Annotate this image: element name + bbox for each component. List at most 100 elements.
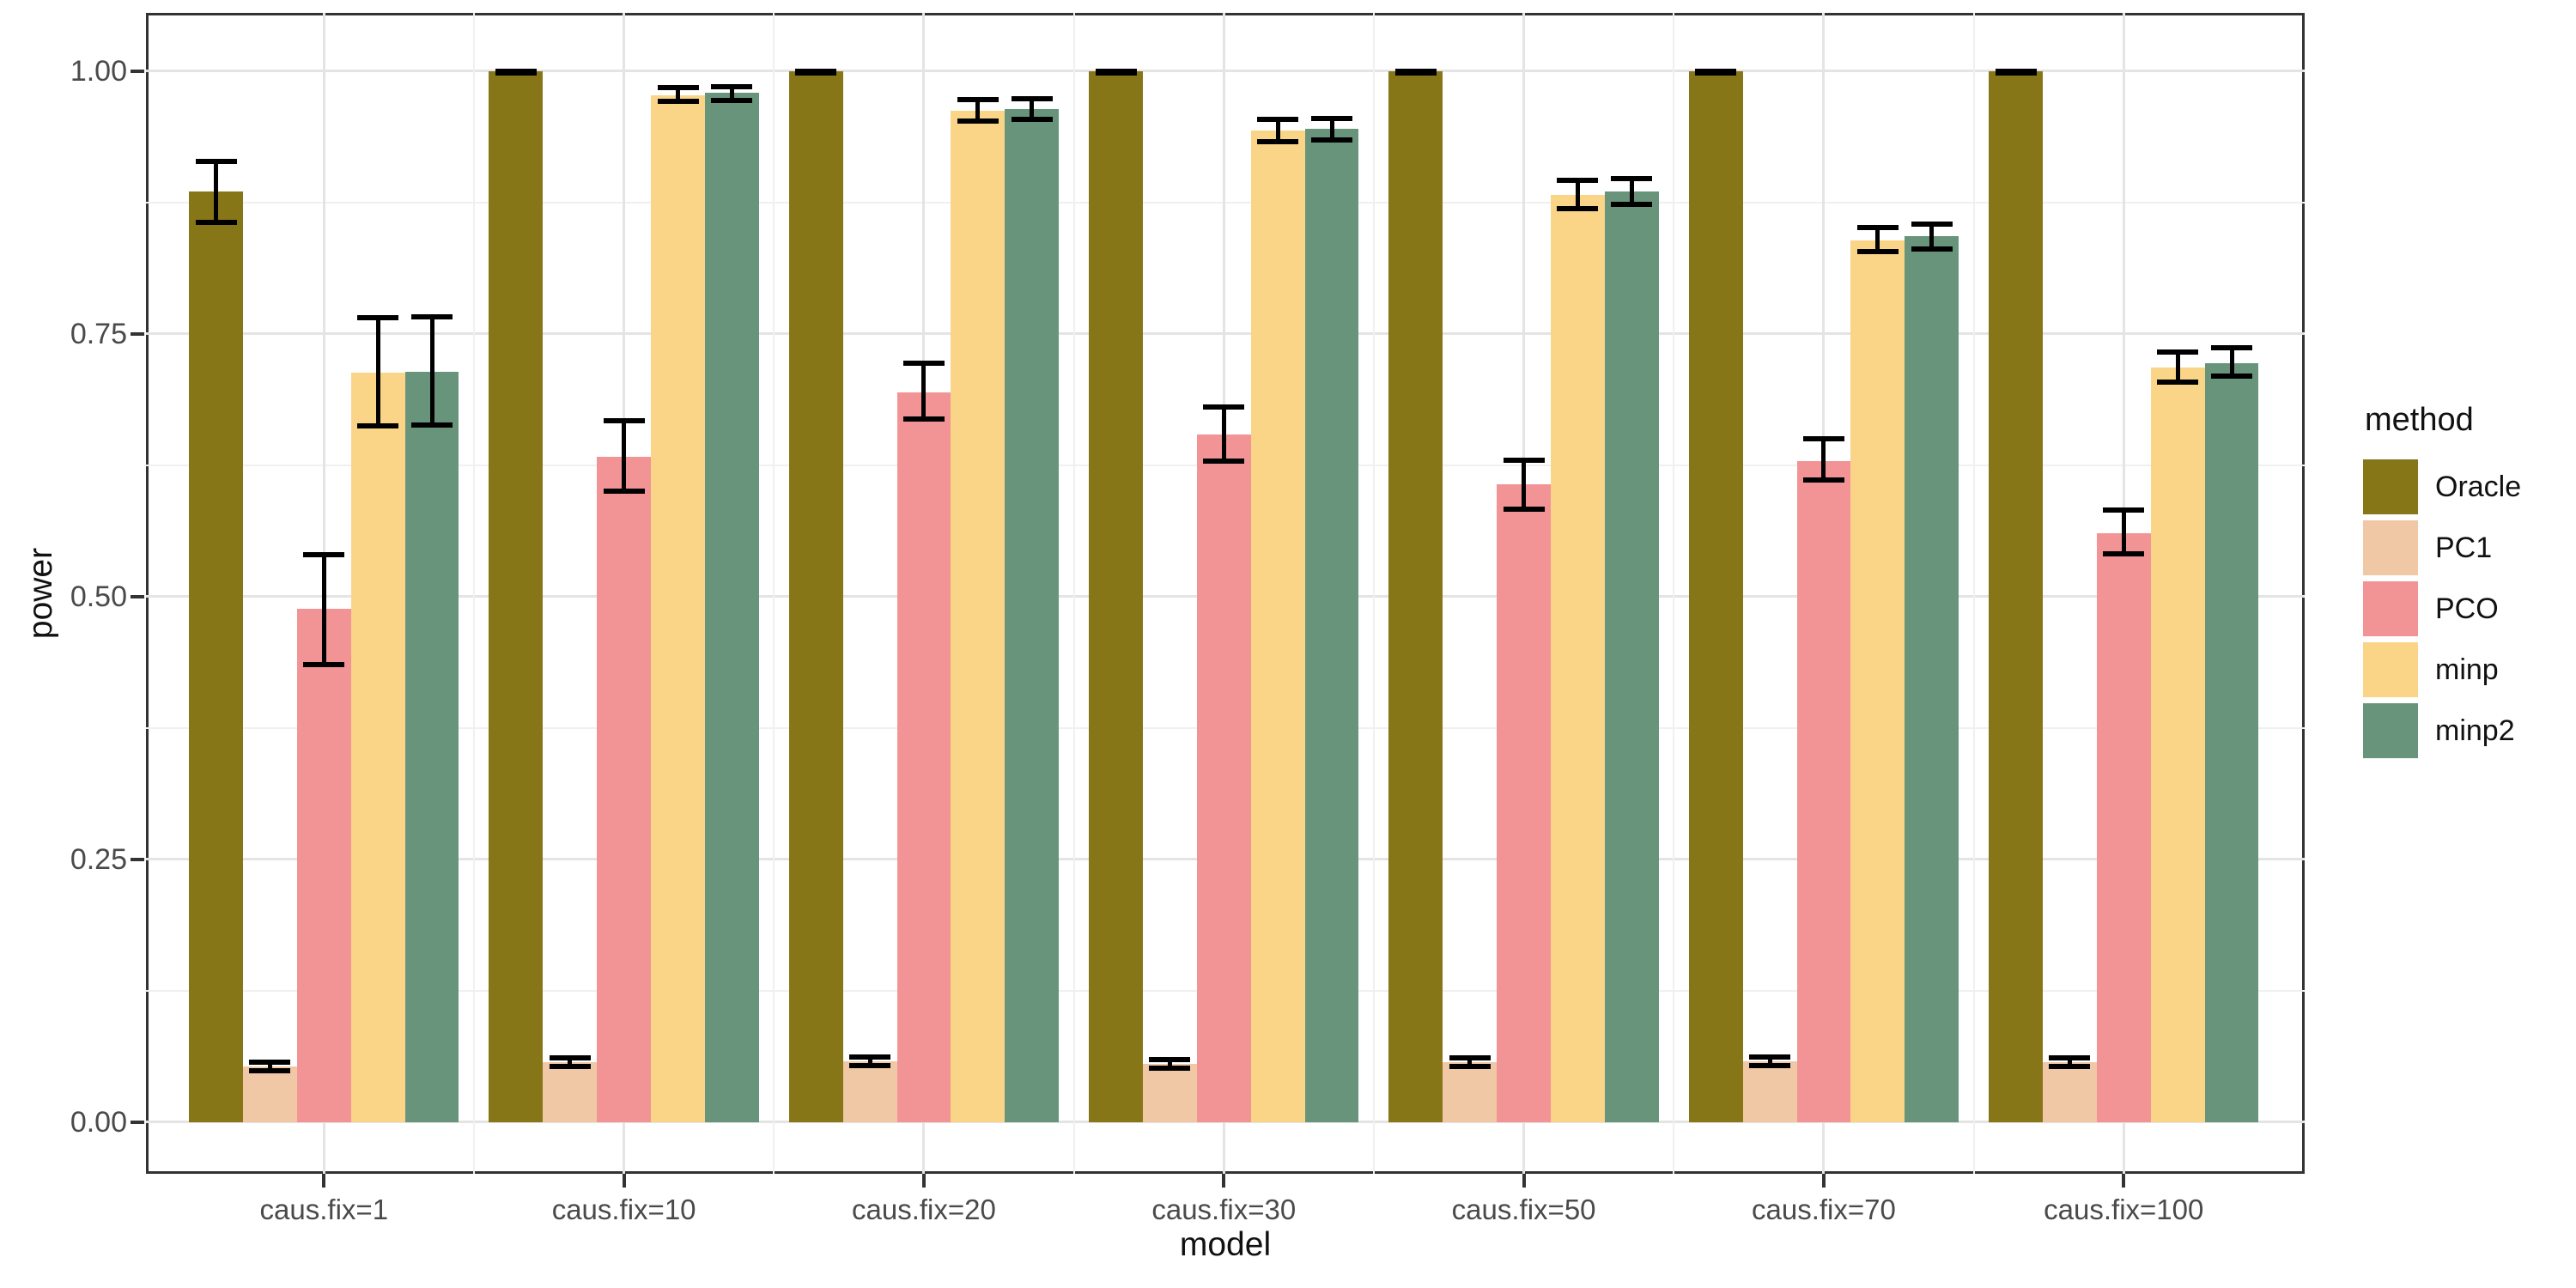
error-bar-stem xyxy=(867,1056,872,1066)
y-tick-label: 0.00 xyxy=(70,1105,127,1139)
error-bar-stem xyxy=(267,1061,272,1071)
error-bar-cap-bottom xyxy=(549,1063,591,1069)
error-bar-cap-top xyxy=(1149,1057,1191,1063)
legend-label: PCO xyxy=(2435,592,2499,625)
x-axis-title: model xyxy=(1179,1226,1272,1263)
error-bar-cap-top xyxy=(957,96,999,102)
error-bar-cap-top xyxy=(195,158,237,164)
error-bar-cap-top xyxy=(303,551,345,557)
error-bar-cap-bottom xyxy=(1557,206,1599,212)
bar-Oracle-caus.fix=30 xyxy=(1089,70,1143,1122)
x-tick-mark xyxy=(921,1174,926,1188)
legend-swatch-minp xyxy=(2363,642,2418,697)
error-bar-stem xyxy=(1167,1060,1172,1069)
error-bar-cap-top xyxy=(411,314,453,320)
bar-minp2-caus.fix=20 xyxy=(1005,108,1060,1122)
error-bar-cap-bottom xyxy=(2211,373,2253,379)
error-bar-cap-bottom xyxy=(957,118,999,125)
x-tick-mark xyxy=(622,1174,626,1188)
error-bar-cap-bottom xyxy=(902,416,945,422)
y-tick-label: 0.50 xyxy=(70,580,127,613)
error-bar-stem xyxy=(1629,178,1634,205)
bar-minp-caus.fix=1 xyxy=(350,372,405,1122)
legend-swatch-PCO xyxy=(2363,581,2418,636)
minor-gridline-v xyxy=(1673,13,1675,1174)
error-bar-cap-top xyxy=(2211,344,2253,350)
bar-minp-caus.fix=70 xyxy=(1850,240,1905,1122)
error-bar-stem xyxy=(375,318,380,427)
bar-minp-caus.fix=20 xyxy=(951,111,1005,1122)
error-bar-stem xyxy=(429,317,434,426)
bar-PC1-caus.fix=1 xyxy=(242,1066,297,1122)
minor-gridline-v xyxy=(1072,13,1075,1174)
error-bar-cap-bottom xyxy=(1995,70,2037,76)
legend-label: Oracle xyxy=(2435,470,2522,503)
legend-item-Oracle: Oracle xyxy=(2363,459,2521,514)
error-bar-stem xyxy=(2229,347,2234,376)
error-bar-cap-bottom xyxy=(603,489,645,495)
error-bar-cap-bottom xyxy=(2157,380,2199,385)
legend-item-PC1: PC1 xyxy=(2363,520,2521,575)
bar-minp2-caus.fix=1 xyxy=(404,371,459,1122)
legend-item-PCO: PCO xyxy=(2363,581,2521,636)
bar-Oracle-caus.fix=10 xyxy=(489,70,544,1122)
x-tick-label: caus.fix=30 xyxy=(1151,1194,1297,1225)
error-bar-cap-top xyxy=(1257,117,1299,122)
error-bar-stem xyxy=(1875,228,1880,252)
error-bar-stem xyxy=(622,421,627,492)
x-tick-label: caus.fix=20 xyxy=(852,1194,996,1225)
error-bar-stem xyxy=(1221,407,1226,461)
bar-PC1-caus.fix=20 xyxy=(842,1060,897,1122)
error-bar-cap-top xyxy=(1802,436,1844,442)
bar-PC1-caus.fix=70 xyxy=(1742,1060,1797,1122)
error-bar-cap-top xyxy=(902,360,945,366)
error-bar-cap-bottom xyxy=(411,422,453,428)
bar-PC1-caus.fix=100 xyxy=(2042,1061,2097,1122)
error-bar-cap-top xyxy=(1911,222,1953,228)
bar-minp2-caus.fix=30 xyxy=(1304,129,1359,1122)
error-bar-stem xyxy=(1522,459,1527,510)
error-bar-cap-bottom xyxy=(195,219,237,225)
error-bar-cap-bottom xyxy=(1749,1062,1791,1068)
error-bar-cap-bottom xyxy=(1311,137,1353,143)
x-tick-label: caus.fix=70 xyxy=(1752,1194,1896,1225)
y-tick-mark xyxy=(131,857,144,861)
bar-PCO-caus.fix=1 xyxy=(296,609,351,1122)
error-bar-cap-top xyxy=(1557,177,1599,183)
x-tick-mark xyxy=(1821,1174,1826,1188)
error-bar-cap-bottom xyxy=(1394,70,1437,76)
error-bar-cap-bottom xyxy=(1149,1066,1191,1072)
error-bar-cap-top xyxy=(1311,115,1353,121)
y-tick-mark xyxy=(131,331,144,336)
error-bar-cap-top xyxy=(2103,507,2145,513)
error-bar-stem xyxy=(1275,119,1280,142)
error-bar-cap-bottom xyxy=(1257,138,1299,144)
x-tick-label: caus.fix=1 xyxy=(259,1194,389,1225)
error-bar-cap-bottom xyxy=(1095,70,1137,76)
error-bar-cap-bottom xyxy=(1449,1063,1491,1069)
error-bar-stem xyxy=(676,88,680,102)
error-bar-cap-bottom xyxy=(1503,507,1545,513)
legend-label: PC1 xyxy=(2435,531,2493,564)
bar-minp2-caus.fix=100 xyxy=(2204,362,2259,1122)
legend-title: method xyxy=(2365,402,2474,438)
minor-gridline-v xyxy=(1372,13,1375,1174)
error-bar-stem xyxy=(1575,179,1580,210)
error-bar-stem xyxy=(1821,439,1826,480)
error-bar-cap-bottom xyxy=(657,99,699,105)
error-bar-cap-top xyxy=(2049,1055,2091,1061)
bar-Oracle-caus.fix=70 xyxy=(1688,70,1743,1122)
x-tick-label: caus.fix=10 xyxy=(551,1194,696,1225)
error-bar-stem xyxy=(2121,510,2126,554)
bar-minp-caus.fix=10 xyxy=(651,94,705,1122)
bar-PC1-caus.fix=30 xyxy=(1142,1064,1197,1122)
error-bar-cap-top xyxy=(549,1055,591,1061)
y-tick-mark xyxy=(131,69,144,73)
bar-PCO-caus.fix=50 xyxy=(1497,483,1552,1122)
error-bar-stem xyxy=(921,362,927,419)
error-bar-stem xyxy=(214,161,219,222)
error-bar-cap-top xyxy=(1203,404,1245,410)
y-tick-mark xyxy=(131,1120,144,1124)
x-tick-label: caus.fix=100 xyxy=(2044,1194,2204,1225)
error-bar-cap-top xyxy=(603,418,645,424)
